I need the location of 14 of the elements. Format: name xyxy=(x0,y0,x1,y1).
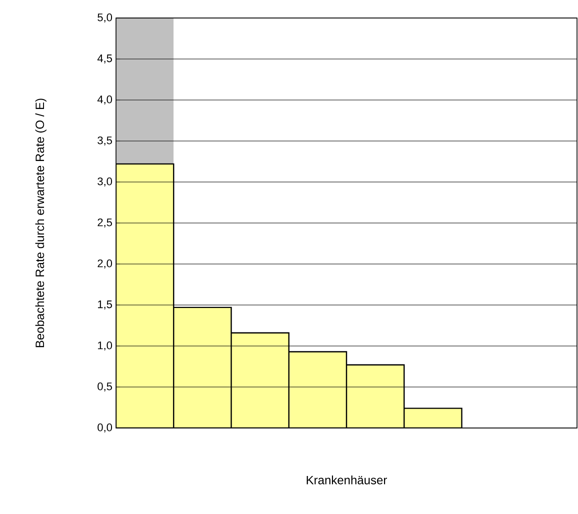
y-tick-label: 4,0 xyxy=(97,95,112,105)
y-tick-label: 2,0 xyxy=(98,259,112,269)
y-tick-label: 0,5 xyxy=(98,382,112,392)
y-tick-label: 4,5 xyxy=(97,54,112,64)
y-tick-label: 1,5 xyxy=(98,300,112,310)
y-tick-label: 3,0 xyxy=(98,177,112,187)
y-tick-label: 2,5 xyxy=(98,218,112,228)
x-axis-title: Krankenhäuser xyxy=(306,476,387,484)
y-tick-label: 5,0 xyxy=(98,13,112,23)
y-tick-label: 1,0 xyxy=(98,341,112,351)
bar xyxy=(116,18,174,164)
y-tick-label: 0,0 xyxy=(98,423,112,433)
y-tick-label: 3,5 xyxy=(98,136,112,146)
y-axis-title: Beobachtete Rate durch erwartete Rate (O / E) xyxy=(35,98,46,348)
